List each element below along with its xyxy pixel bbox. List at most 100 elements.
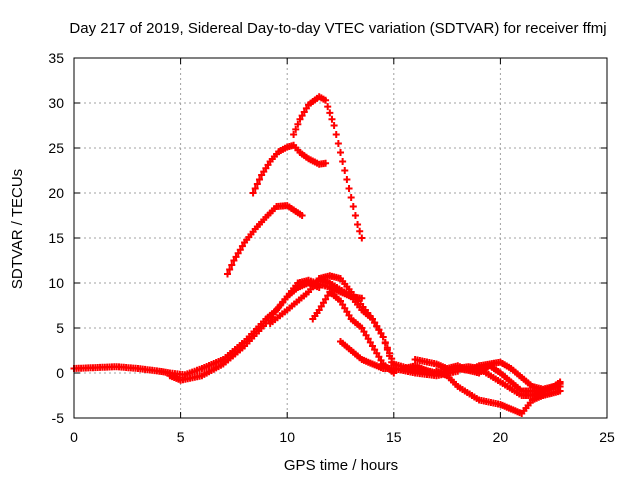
x-tick-label: 0	[70, 429, 78, 445]
data-point	[379, 333, 387, 341]
interp-point	[332, 131, 340, 138]
y-tick-label: 30	[48, 95, 64, 111]
interp-point	[300, 108, 308, 116]
interp-point	[343, 308, 351, 316]
y-tick-label: -5	[52, 410, 65, 426]
interp-point	[234, 249, 242, 257]
data-point	[354, 221, 362, 228]
interp-point	[371, 319, 379, 327]
x-tick-label: 25	[599, 429, 615, 445]
data-point	[322, 96, 330, 104]
y-tick-label: 15	[48, 230, 64, 246]
x-tick-label: 15	[386, 429, 402, 445]
interp-point	[251, 185, 259, 192]
interp-point	[366, 338, 374, 346]
interp-point	[343, 176, 351, 183]
data-point	[339, 158, 347, 165]
series-arc2	[166, 279, 323, 384]
interp-point	[381, 339, 389, 347]
y-tick-label: 25	[48, 140, 64, 156]
x-tick-label: 5	[177, 429, 185, 445]
interp-point	[319, 299, 327, 307]
data-point	[556, 387, 564, 395]
y-tick-label: 35	[48, 50, 64, 66]
series-arc12	[224, 202, 306, 278]
data-point	[337, 297, 344, 305]
interp-point	[375, 326, 383, 334]
y-tick-label: 20	[48, 185, 64, 201]
data-point	[347, 194, 355, 201]
interp-point	[302, 104, 310, 112]
data-point	[358, 294, 366, 302]
interp-point	[334, 140, 342, 147]
interp-point	[337, 149, 344, 156]
interp-point	[351, 212, 359, 219]
data-point	[368, 315, 376, 323]
interp-point	[349, 203, 357, 210]
grid-lines	[74, 58, 607, 418]
interp-point	[373, 349, 381, 357]
interp-point	[339, 301, 347, 309]
interp-point	[383, 346, 391, 354]
interp-point	[317, 302, 325, 310]
x-tick-label: 20	[493, 429, 509, 445]
series-arc11	[454, 358, 564, 393]
y-axis-label: SDTVAR / TECUs	[9, 169, 26, 289]
interp-point	[386, 352, 394, 360]
interp-point	[292, 125, 300, 133]
interp-point	[345, 185, 353, 192]
data-point	[368, 342, 376, 350]
interp-point	[328, 115, 336, 123]
y-tick-label: 0	[56, 365, 64, 381]
interp-point	[228, 261, 236, 269]
data-point	[315, 306, 323, 314]
interp-point	[373, 322, 381, 330]
interp-point	[238, 242, 246, 250]
series-arc10	[432, 367, 564, 417]
interp-point	[324, 103, 332, 111]
interp-point	[226, 266, 234, 273]
data-point	[290, 131, 298, 138]
interp-point	[356, 227, 364, 235]
data-point	[358, 234, 366, 242]
interp-point	[377, 356, 385, 364]
data-point	[224, 270, 232, 278]
interp-point	[324, 292, 332, 300]
interp-point	[236, 246, 244, 254]
interp-point	[341, 167, 349, 174]
x-tick-label: 10	[279, 429, 295, 445]
interp-point	[388, 358, 396, 366]
chart-title: Day 217 of 2019, Sidereal Day-to-day VTE…	[69, 20, 606, 37]
interp-point	[298, 112, 306, 120]
interp-point	[375, 353, 383, 361]
interp-point	[341, 304, 349, 312]
x-axis-label: GPS time / hours	[284, 457, 398, 474]
interp-point	[345, 311, 353, 319]
interp-point	[232, 253, 240, 261]
data-point	[298, 212, 306, 219]
interp-point	[294, 120, 302, 128]
y-tick-label: 10	[48, 275, 64, 291]
data-point	[249, 189, 257, 197]
interp-point	[364, 335, 372, 343]
interp-point	[360, 328, 368, 336]
data-point	[322, 159, 330, 167]
data-point	[358, 324, 366, 332]
series-baseline	[70, 279, 302, 379]
data-point	[230, 257, 238, 264]
interp-point	[326, 109, 334, 117]
series-arc13	[249, 141, 330, 197]
interp-point	[371, 346, 379, 354]
data-series	[70, 93, 564, 417]
interp-point	[255, 176, 263, 183]
series-arc14	[290, 93, 366, 242]
interp-point	[377, 329, 385, 337]
interp-point	[322, 295, 330, 303]
interp-point	[253, 180, 261, 188]
plot-frame	[73, 57, 608, 419]
data-point	[556, 380, 564, 388]
interp-point	[362, 331, 370, 339]
y-tick-label: 5	[56, 320, 64, 336]
data-point	[296, 115, 304, 123]
